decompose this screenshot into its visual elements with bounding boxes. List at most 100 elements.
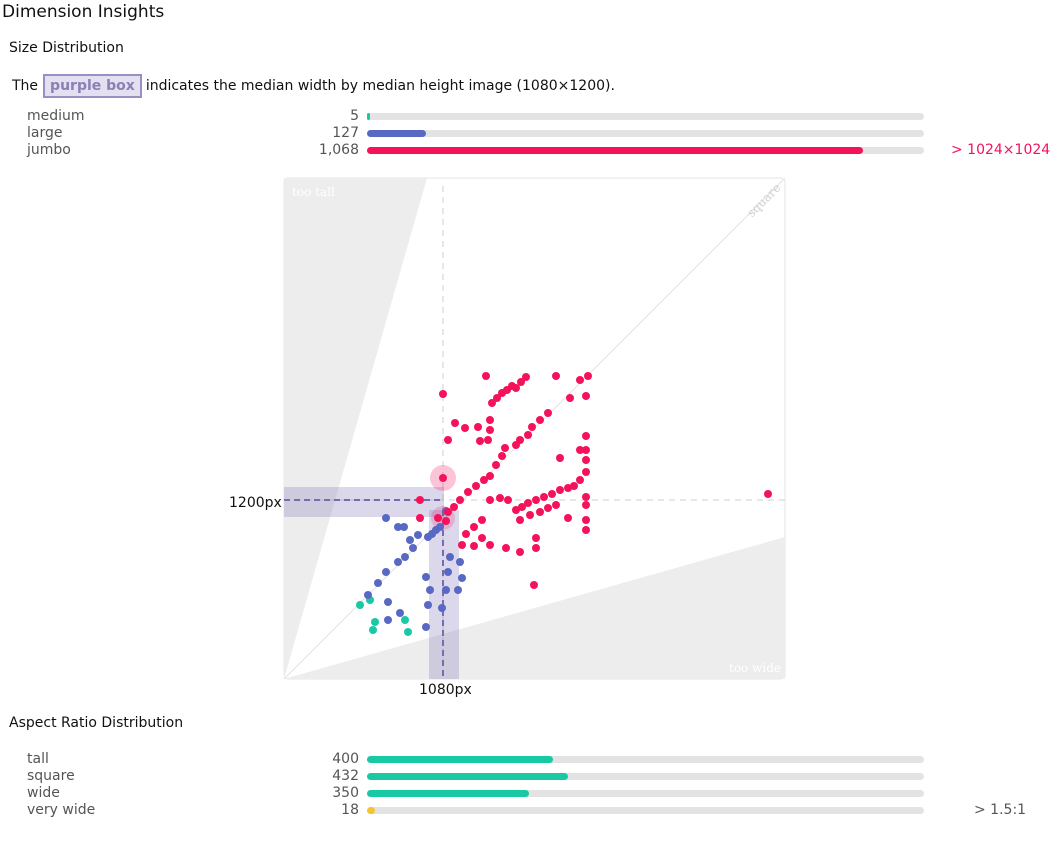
size-distribution-title: Size Distribution <box>9 40 124 56</box>
median-note-prefix: The <box>12 78 39 94</box>
aspect-row-wide: wide 350 <box>0 785 1063 802</box>
bar-fill <box>367 130 426 137</box>
jumbo-point <box>582 526 590 534</box>
jumbo-point <box>576 446 584 454</box>
jumbo-point <box>492 461 500 469</box>
jumbo-point <box>482 372 490 380</box>
jumbo-point <box>512 506 520 514</box>
bar-count: 127 <box>332 125 359 141</box>
jumbo-point <box>517 378 525 386</box>
jumbo-point <box>476 437 484 445</box>
jumbo-point <box>566 394 574 402</box>
jumbo-point <box>516 548 524 556</box>
bar-track <box>367 113 924 120</box>
jumbo-point <box>488 399 496 407</box>
jumbo-point <box>564 484 572 492</box>
size-row-medium: medium 5 <box>0 108 1063 125</box>
bar-fill <box>367 790 529 797</box>
jumbo-point <box>478 534 486 542</box>
medium-point <box>404 628 412 636</box>
jumbo-point <box>582 456 590 464</box>
jumbo-point <box>484 436 492 444</box>
medium-point <box>369 626 377 634</box>
bar-fill <box>367 807 375 814</box>
bar-count: 5 <box>350 108 359 124</box>
jumbo-point <box>582 392 590 400</box>
jumbo-point <box>493 394 501 402</box>
large-point <box>444 568 452 576</box>
jumbo-point <box>502 544 510 552</box>
jumbo-point <box>582 501 590 509</box>
jumbo-point <box>504 496 512 504</box>
large-point <box>456 558 464 566</box>
large-point <box>396 609 404 617</box>
bar-track <box>367 807 924 814</box>
bar-track <box>367 756 924 763</box>
jumbo-point <box>486 496 494 504</box>
large-point <box>422 573 430 581</box>
large-point <box>400 523 408 531</box>
jumbo-point <box>464 488 472 496</box>
too-wide-region <box>284 537 785 679</box>
jumbo-point <box>544 409 552 417</box>
jumbo-point <box>536 416 544 424</box>
median-note-suffix: indicates the median width by median hei… <box>145 78 615 94</box>
jumbo-point <box>480 476 488 484</box>
aspect-threshold-note: > 1.5:1 <box>974 802 1027 818</box>
jumbo-point <box>530 581 538 589</box>
jumbo-point <box>576 476 584 484</box>
large-point <box>384 616 392 624</box>
jumbo-point <box>470 542 478 550</box>
jumbo-point <box>486 541 494 549</box>
bar-label: very wide <box>27 802 96 818</box>
bar-fill <box>367 113 370 120</box>
jumbo-point <box>518 503 526 511</box>
jumbo-point <box>451 419 459 427</box>
jumbo-point <box>582 432 590 440</box>
large-point <box>424 601 432 609</box>
bar-fill <box>367 773 568 780</box>
jumbo-point <box>544 504 552 512</box>
jumbo-point <box>524 499 532 507</box>
jumbo-point <box>536 508 544 516</box>
large-point <box>374 579 382 587</box>
jumbo-point <box>442 517 450 525</box>
purple-box-legend: purple box <box>43 74 142 98</box>
jumbo-point <box>450 503 458 511</box>
large-point <box>382 568 390 576</box>
medium-point <box>371 618 379 626</box>
jumbo-point <box>439 474 447 482</box>
jumbo-point <box>532 496 540 504</box>
large-point <box>458 574 466 582</box>
jumbo-point <box>472 482 480 490</box>
large-point <box>422 623 430 631</box>
medium-point <box>356 601 364 609</box>
large-point <box>442 586 450 594</box>
jumbo-point <box>512 441 520 449</box>
jumbo-point <box>528 423 536 431</box>
jumbo-point <box>470 523 478 531</box>
jumbo-point <box>434 514 442 522</box>
bar-fill <box>367 756 553 763</box>
jumbo-point <box>556 454 564 462</box>
large-point <box>438 604 446 612</box>
jumbo-point <box>416 496 424 504</box>
large-point <box>409 544 417 552</box>
bar-count: 432 <box>332 768 359 784</box>
aspect-row-tall: tall 400 <box>0 751 1063 768</box>
bar-label: medium <box>27 108 85 124</box>
jumbo-point <box>582 516 590 524</box>
jumbo-point <box>508 382 516 390</box>
large-point <box>454 586 462 594</box>
jumbo-point <box>582 446 590 454</box>
size-threshold-note: > 1024×1024 <box>951 142 1051 158</box>
median-note: The purple box indicates the median widt… <box>12 74 615 98</box>
large-point <box>394 523 402 531</box>
large-point <box>401 553 409 561</box>
jumbo-point <box>462 530 470 538</box>
jumbo-point <box>461 424 469 432</box>
jumbo-point <box>439 390 447 398</box>
bar-track <box>367 130 924 137</box>
large-point <box>436 523 444 531</box>
jumbo-point <box>516 516 524 524</box>
